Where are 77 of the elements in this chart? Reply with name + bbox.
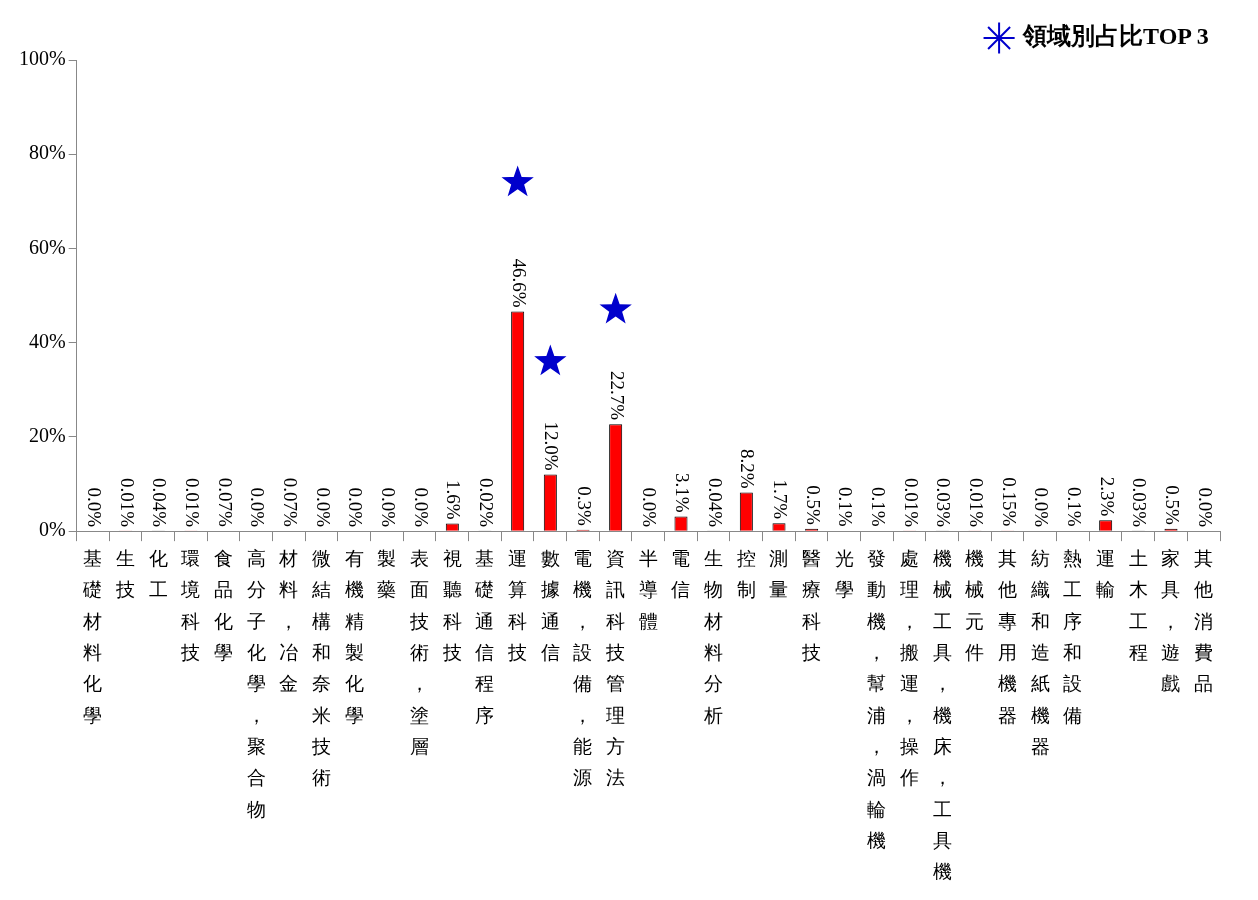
data-label: 0.02% [476, 477, 498, 528]
x-tick-label: 半導體 [638, 547, 658, 632]
data-label: 0.0% [84, 487, 106, 528]
x-tick-label: 醫療科技 [801, 547, 822, 663]
data-label: 0.03% [933, 477, 955, 528]
x-tick-label: 生技 [115, 547, 136, 601]
x-tick-label: 電信 [671, 547, 691, 601]
x-tick-label: 表面技術，塗層 [409, 547, 430, 757]
x-tick-label: 機械元件 [965, 547, 985, 663]
x-tick-label: 化工 [148, 547, 168, 601]
data-label: 0.0% [1194, 487, 1216, 528]
y-tick-label: 100% [18, 47, 66, 70]
data-label: 1.7% [770, 479, 792, 520]
x-tick-label: 光學 [834, 547, 854, 601]
x-tick-label: 材料，冶金 [278, 547, 299, 695]
x-tick-label: 微結構和奈米技術 [311, 547, 332, 789]
data-label: 0.0% [378, 487, 400, 528]
data-label: 46.6% [508, 258, 530, 308]
data-label: 8.2% [737, 448, 759, 489]
data-label: 0.5% [802, 485, 824, 525]
x-tick-label: 處理，搬運，操作 [899, 547, 920, 789]
data-label: 0.0% [312, 487, 334, 528]
data-label: 0.04% [704, 477, 726, 528]
x-tick-label: 環境科技 [180, 547, 201, 663]
x-tick-label: 基礎材料化學 [82, 547, 103, 726]
category-label: 機械工具，機床，工具機 [932, 547, 952, 883]
x-tick-label: 食品化學 [214, 547, 234, 663]
x-tick-label: 運輸 [1096, 547, 1116, 601]
x-tick-label: 其他專用機器 [998, 547, 1018, 726]
data-label: 12.0% [541, 421, 563, 471]
x-tick-label: 熱工序和設備 [1063, 547, 1083, 726]
y-tick-label: 20% [28, 424, 66, 447]
x-tick-label: 生物材料分析 [703, 547, 724, 726]
x-tick-label: 資訊科技管理方法 [605, 547, 626, 789]
y-tick-label: 40% [28, 329, 66, 352]
data-label: 0.07% [280, 477, 302, 527]
x-tick-label: 控制 [736, 547, 756, 601]
x-tick-label: 測量 [769, 547, 789, 601]
data-label: 0.5% [1162, 485, 1184, 525]
data-label: 0.1% [1064, 487, 1086, 527]
data-label: 0.0% [410, 487, 432, 528]
y-tick-label: 60% [28, 235, 66, 258]
y-tick-label: 0% [38, 518, 66, 541]
x-tick-label: 其他消費品 [1194, 547, 1214, 695]
data-label: 0.0% [345, 487, 367, 528]
x-tick-label: 有機精製化學 [344, 547, 364, 726]
x-tick-label: 運算科技 [507, 547, 528, 663]
data-label: 0.1% [835, 487, 857, 527]
data-label: 0.01% [900, 478, 922, 528]
x-tick-label: 家具，遊戲 [1161, 547, 1181, 695]
data-label: 0.01% [182, 478, 204, 528]
data-label: 0.03% [1129, 477, 1151, 528]
data-label: 0.01% [116, 478, 138, 528]
data-label: 0.01% [966, 478, 988, 528]
category-label: 發動機，幫浦，渦輪機 [867, 547, 887, 851]
data-label: 0.0% [1031, 487, 1053, 528]
legend-label: 領域別占比TOP 3 [1022, 23, 1209, 50]
category-label: 高分子化學，聚合物 [246, 547, 266, 820]
x-tick-label: 土木工程 [1128, 547, 1148, 663]
data-label: 3.1% [672, 472, 694, 513]
x-tick-label: 基礎通信程序 [474, 547, 495, 726]
data-label: 0.3% [574, 486, 596, 526]
y-tick-label: 80% [28, 141, 66, 164]
data-label: 0.15% [998, 477, 1020, 527]
x-tick-label: 視聽科技 [441, 547, 462, 663]
x-tick-label: 數據通信 [540, 547, 560, 663]
data-label: 0.1% [868, 487, 890, 527]
data-label: 22.7% [606, 371, 628, 421]
data-label: 2.3% [1096, 476, 1118, 517]
x-tick-label: 製藥 [377, 547, 397, 601]
data-label: 0.0% [247, 487, 269, 528]
data-label: 0.04% [149, 477, 171, 528]
x-tick-label: 電機，設備，能源 [573, 547, 593, 789]
data-label: 1.6% [443, 480, 465, 520]
x-tick-label: 紡織和造紙機器 [1029, 547, 1050, 757]
data-label: 0.0% [639, 487, 661, 528]
data-label: 0.07% [214, 477, 236, 527]
